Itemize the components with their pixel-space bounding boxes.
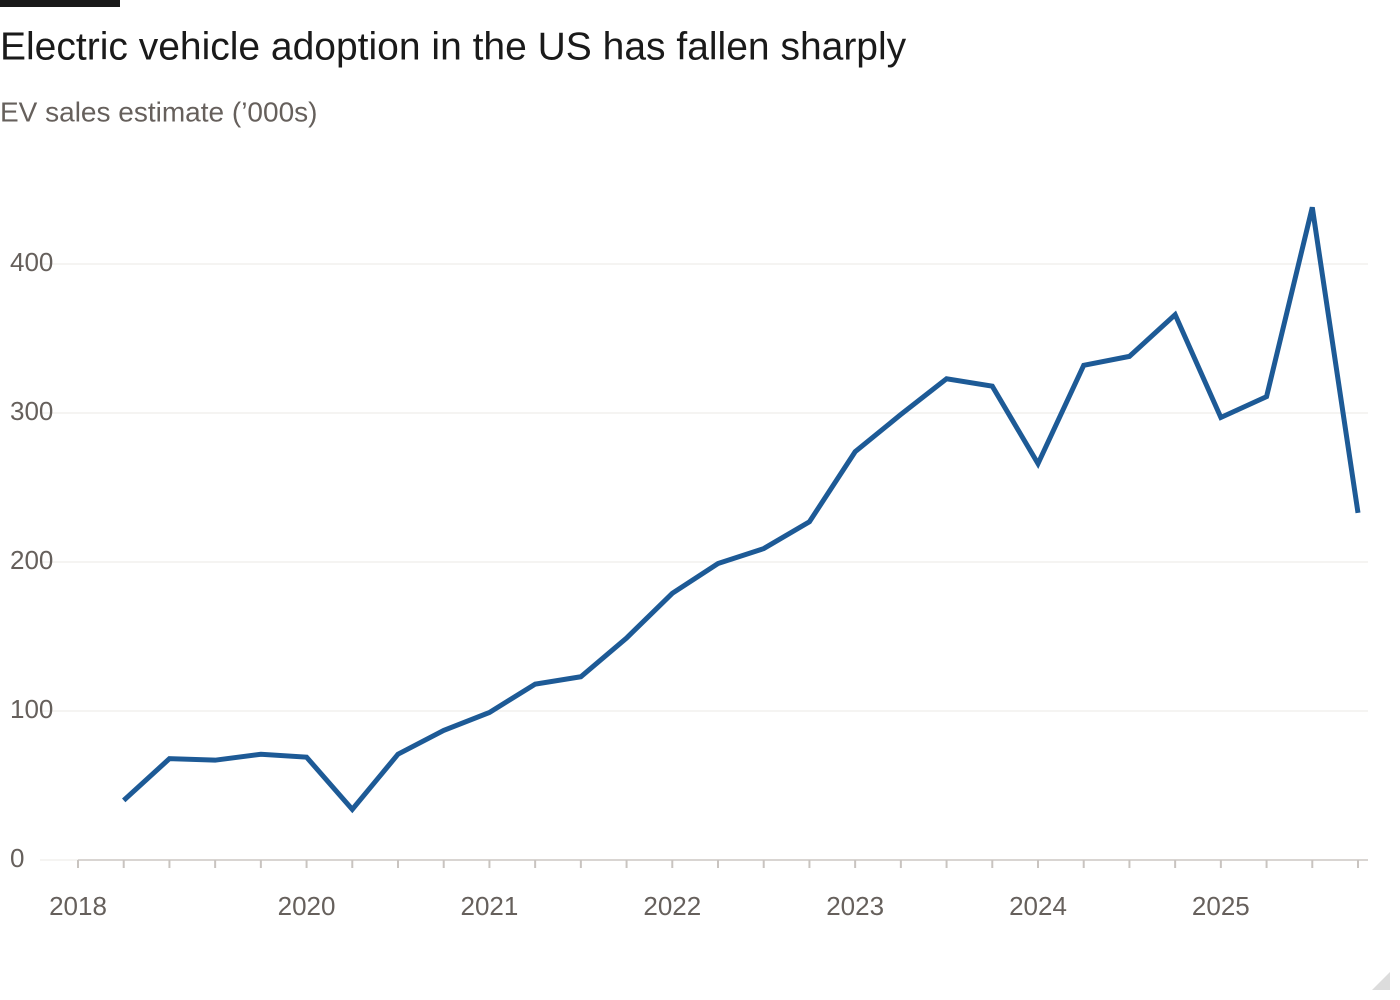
y-tick-label: 0 xyxy=(10,843,24,873)
x-tick-label: 2020 xyxy=(278,891,336,921)
chart-title: Electric vehicle adoption in the US has … xyxy=(0,25,907,68)
y-tick-label: 200 xyxy=(10,545,53,575)
x-tick-label: 2023 xyxy=(826,891,884,921)
corner-mark xyxy=(1372,972,1390,990)
x-tick-label: 2022 xyxy=(643,891,701,921)
chart-subtitle: EV sales estimate (’000s) xyxy=(0,96,317,127)
x-tick-label: 2025 xyxy=(1192,891,1250,921)
x-tick-label: 2021 xyxy=(461,891,519,921)
x-tick-label: 2018 xyxy=(49,891,107,921)
y-tick-label: 300 xyxy=(10,396,53,426)
y-tick-label: 100 xyxy=(10,694,53,724)
brand-bar xyxy=(0,0,120,7)
data-line xyxy=(122,206,1361,814)
y-tick-label: 400 xyxy=(10,247,53,277)
x-tick-label: 2024 xyxy=(1009,891,1067,921)
